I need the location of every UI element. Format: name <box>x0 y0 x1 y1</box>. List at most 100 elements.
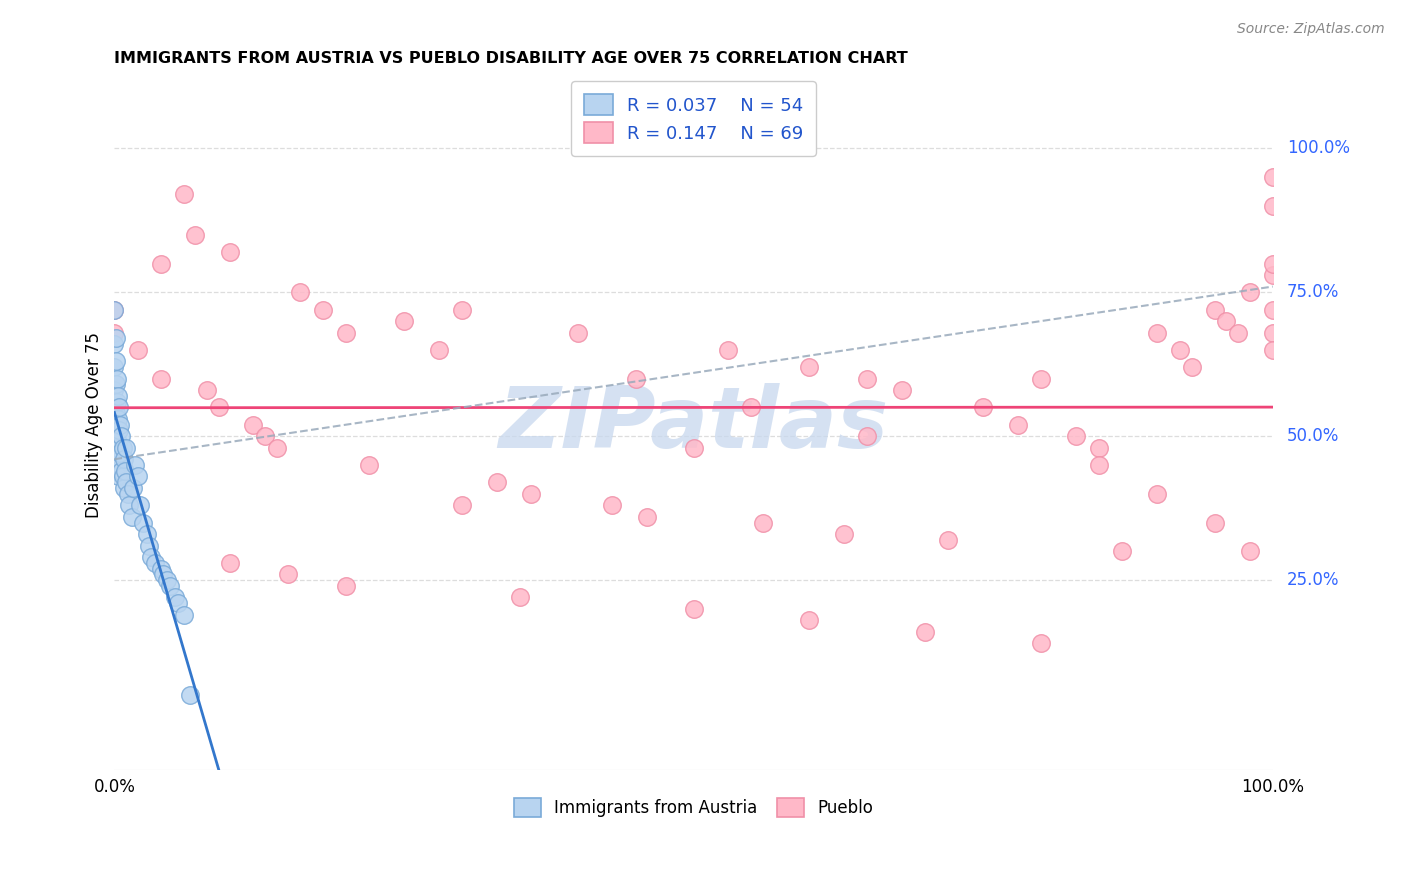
Point <box>107 469 129 483</box>
Point <box>1261 199 1284 213</box>
Point <box>115 475 138 490</box>
Point <box>717 343 740 357</box>
Point <box>740 401 762 415</box>
Point <box>163 591 186 605</box>
Point <box>124 458 146 472</box>
Point <box>103 383 125 397</box>
Point <box>107 412 129 426</box>
Point <box>219 245 242 260</box>
Point <box>253 429 276 443</box>
Point <box>208 401 231 415</box>
Point <box>149 256 172 270</box>
Point <box>103 360 125 375</box>
Point <box>1029 636 1052 650</box>
Point <box>1088 458 1111 472</box>
Point <box>891 383 914 397</box>
Point <box>1204 302 1226 317</box>
Point <box>110 464 132 478</box>
Point <box>132 516 155 530</box>
Point <box>127 343 149 357</box>
Text: ZIPatlas: ZIPatlas <box>499 384 889 467</box>
Point <box>135 527 157 541</box>
Point <box>149 561 172 575</box>
Point <box>1146 326 1168 340</box>
Point <box>219 556 242 570</box>
Point <box>104 377 127 392</box>
Point <box>856 429 879 443</box>
Point <box>110 429 132 443</box>
Point <box>184 227 207 242</box>
Point <box>104 354 127 368</box>
Point <box>335 326 357 340</box>
Point <box>624 371 647 385</box>
Point <box>114 464 136 478</box>
Point <box>1239 285 1261 300</box>
Point <box>108 401 131 415</box>
Point <box>103 326 125 340</box>
Point <box>105 417 128 432</box>
Point <box>105 371 128 385</box>
Point <box>103 302 125 317</box>
Point <box>104 441 127 455</box>
Point <box>112 452 135 467</box>
Point <box>155 573 177 587</box>
Point <box>179 688 201 702</box>
Point <box>1261 343 1284 357</box>
Point <box>115 441 138 455</box>
Point <box>1111 544 1133 558</box>
Point <box>335 579 357 593</box>
Point <box>152 567 174 582</box>
Point <box>682 602 704 616</box>
Point <box>107 389 129 403</box>
Point <box>111 469 134 483</box>
Point <box>1261 302 1284 317</box>
Point <box>938 533 960 547</box>
Point <box>1261 256 1284 270</box>
Point <box>111 441 134 455</box>
Point <box>1168 343 1191 357</box>
Point <box>392 314 415 328</box>
Point <box>1146 487 1168 501</box>
Point <box>141 549 163 564</box>
Point <box>1007 417 1029 432</box>
Point <box>121 509 143 524</box>
Text: 100.0%: 100.0% <box>1286 139 1350 157</box>
Point <box>108 446 131 460</box>
Point <box>143 556 166 570</box>
Point <box>173 187 195 202</box>
Point <box>451 498 474 512</box>
Point <box>104 464 127 478</box>
Point <box>1064 429 1087 443</box>
Point <box>509 591 531 605</box>
Point <box>1227 326 1250 340</box>
Point <box>485 475 508 490</box>
Point <box>107 434 129 449</box>
Text: Source: ZipAtlas.com: Source: ZipAtlas.com <box>1237 22 1385 37</box>
Point <box>103 429 125 443</box>
Point <box>972 401 994 415</box>
Point <box>288 285 311 300</box>
Point <box>103 401 125 415</box>
Point <box>117 487 139 501</box>
Point <box>104 406 127 420</box>
Point <box>312 302 335 317</box>
Text: 75.0%: 75.0% <box>1286 284 1339 301</box>
Point <box>167 596 190 610</box>
Text: IMMIGRANTS FROM AUSTRIA VS PUEBLO DISABILITY AGE OVER 75 CORRELATION CHART: IMMIGRANTS FROM AUSTRIA VS PUEBLO DISABI… <box>114 51 908 66</box>
Point <box>1261 268 1284 282</box>
Point <box>242 417 264 432</box>
Point <box>1204 516 1226 530</box>
Point <box>149 371 172 385</box>
Point <box>138 539 160 553</box>
Point <box>752 516 775 530</box>
Point <box>195 383 218 397</box>
Point <box>103 302 125 317</box>
Point <box>359 458 381 472</box>
Point <box>602 498 624 512</box>
Point <box>914 624 936 639</box>
Point <box>520 487 543 501</box>
Point <box>108 458 131 472</box>
Point <box>427 343 450 357</box>
Point <box>104 331 127 345</box>
Text: 25.0%: 25.0% <box>1286 571 1339 589</box>
